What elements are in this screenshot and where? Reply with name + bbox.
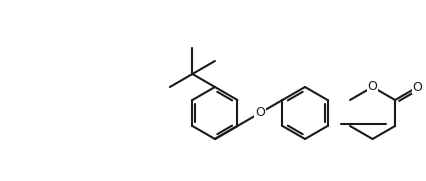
Text: O: O (368, 81, 377, 94)
Text: O: O (413, 81, 423, 94)
Text: O: O (255, 106, 265, 119)
